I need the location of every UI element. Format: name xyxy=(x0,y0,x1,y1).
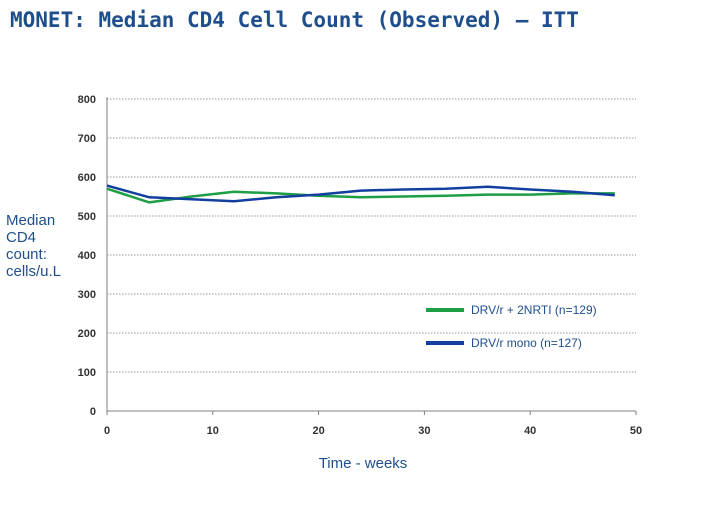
x-tick-label-30: 30 xyxy=(418,425,430,437)
y-tick-label-300: 300 xyxy=(78,289,96,301)
x-tick-label-50: 50 xyxy=(630,425,642,437)
y-axis-label-line-3: count: xyxy=(6,246,47,263)
y-tick-label-100: 100 xyxy=(78,367,96,379)
y-tick-label-700: 700 xyxy=(78,133,96,145)
y-tick-label-200: 200 xyxy=(78,328,96,340)
chart-title: MONET: Median CD4 Cell Count (Observed) … xyxy=(10,8,579,32)
x-tick-label-20: 20 xyxy=(312,425,324,437)
x-tick-label-40: 40 xyxy=(524,425,536,437)
y-axis-label-line-1: Median xyxy=(6,212,56,229)
legend-label-1: DRV/r + 2NRTI (n=129) xyxy=(471,303,597,317)
y-axis-label-line-2: CD4 xyxy=(6,229,37,246)
y-tick-label-0: 0 xyxy=(90,406,96,418)
y-tick-label-500: 500 xyxy=(78,211,96,223)
y-axis-label: Median CD4 count: cells/u.L xyxy=(6,212,76,280)
y-axis-label-line-4: cells/u.L xyxy=(6,263,62,280)
series-line-2 xyxy=(106,184,615,203)
x-tick-label-0: 0 xyxy=(104,425,110,437)
series-line-1 xyxy=(106,187,615,204)
y-tick-label-600: 600 xyxy=(78,172,96,184)
x-axis-label: Time - weeks xyxy=(319,455,408,472)
legend-label-2: DRV/r mono (n=127) xyxy=(471,336,582,350)
y-tick-label-800: 800 xyxy=(78,94,96,106)
y-tick-label-400: 400 xyxy=(78,250,96,262)
x-tick-label-10: 10 xyxy=(207,425,219,437)
